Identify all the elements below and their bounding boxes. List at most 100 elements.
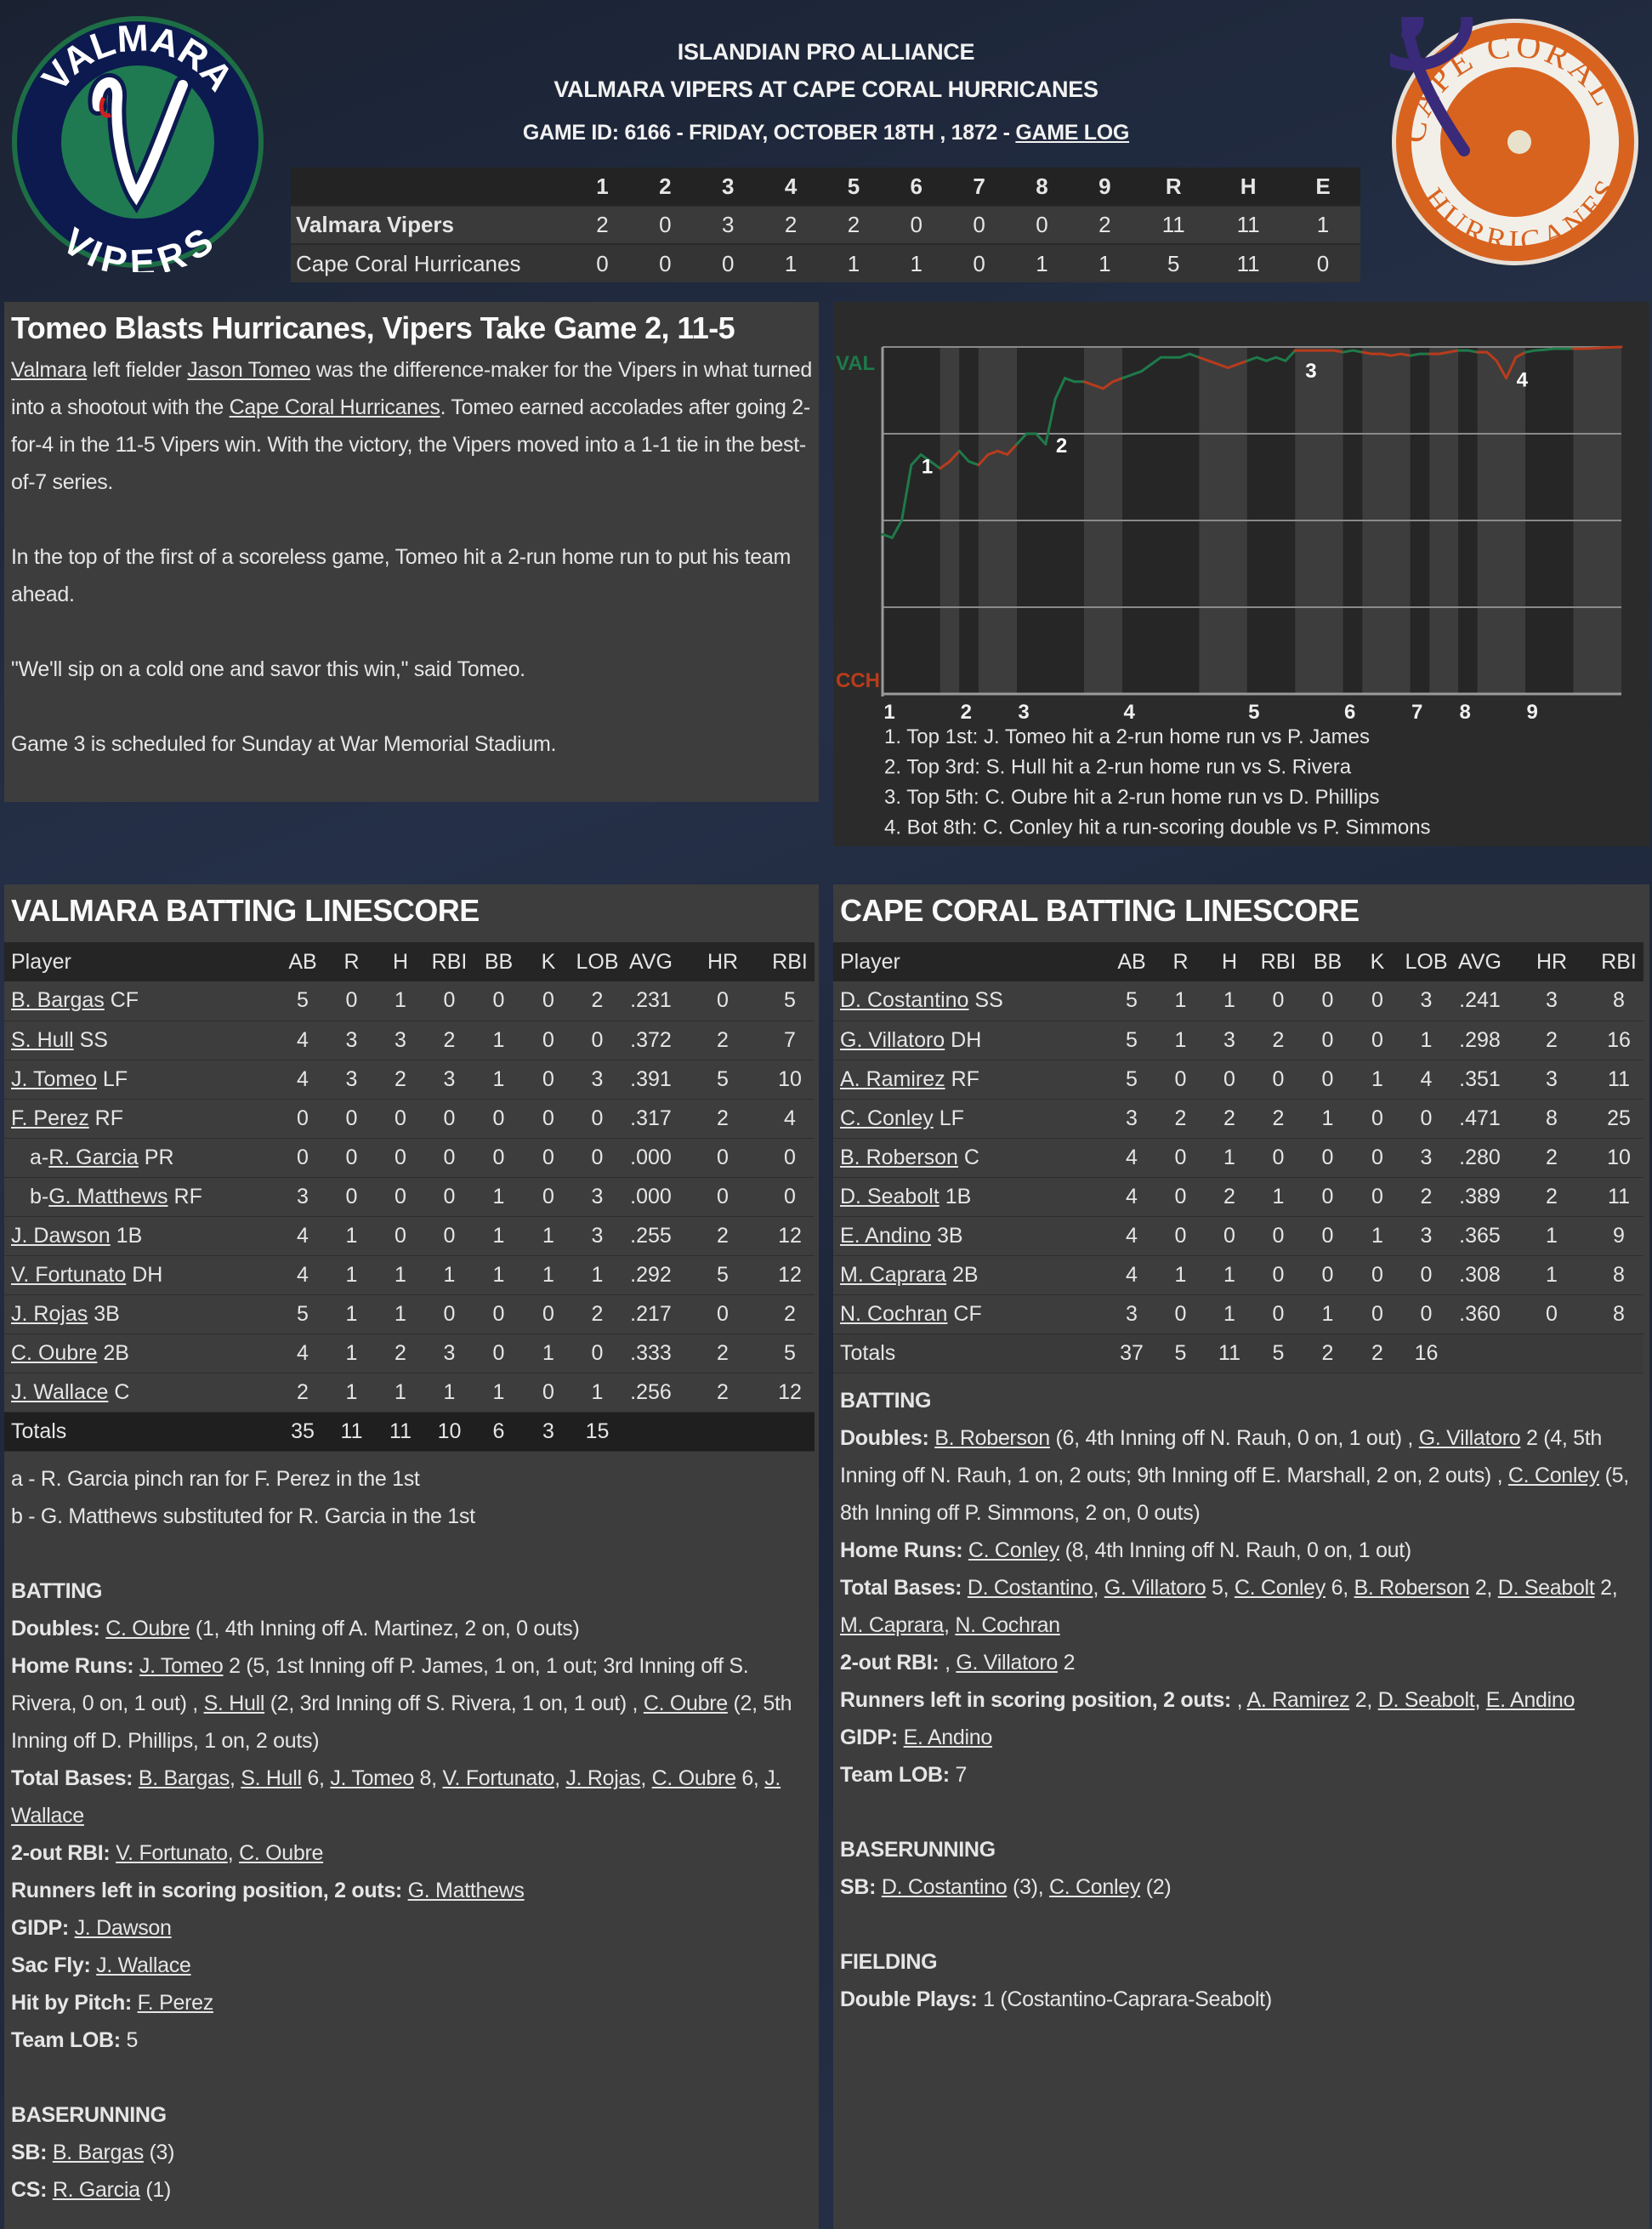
player-link[interactable]: C. Conley: [1234, 1575, 1326, 1600]
totals-cell: 35: [291, 1419, 315, 1443]
player-link[interactable]: S. Hull: [241, 1766, 302, 1790]
player-link[interactable]: D. Seabolt: [840, 1184, 940, 1208]
player-link[interactable]: G. Villatoro: [1104, 1575, 1206, 1600]
player-link[interactable]: D. Costantino: [840, 988, 969, 1013]
player-link[interactable]: D. Costantino: [881, 1874, 1008, 1899]
player-link[interactable]: D. Seabolt: [1377, 1687, 1475, 1712]
player-link[interactable]: E. Andino: [840, 1223, 932, 1248]
player-link[interactable]: G. Matthews: [407, 1878, 525, 1902]
column-header[interactable]: RBI: [431, 949, 468, 974]
player-link[interactable]: V. Fortunato: [442, 1766, 555, 1790]
player-link[interactable]: J. Tomeo: [139, 1653, 224, 1678]
player-link[interactable]: B. Roberson: [1354, 1575, 1470, 1600]
player-link[interactable]: J. Dawson: [74, 1915, 172, 1940]
column-header[interactable]: HR: [1536, 949, 1568, 974]
player-link[interactable]: B. Roberson: [840, 1145, 958, 1169]
player-link[interactable]: C. Oubre: [239, 1840, 324, 1865]
player-link[interactable]: J. Tomeo: [11, 1066, 97, 1091]
player-link[interactable]: A. Ramirez: [840, 1066, 945, 1091]
player-link[interactable]: J. Wallace: [11, 1766, 781, 1828]
stat-cell: 2: [717, 1340, 729, 1365]
player-row: D. Costantino SS 5 1 1 0 0 0 3 .241 3 8: [833, 981, 1643, 1021]
win-probability-segment: [1284, 349, 1297, 362]
player-link[interactable]: C. Conley: [1048, 1874, 1141, 1899]
column-header[interactable]: HR: [707, 949, 739, 974]
column-header[interactable]: RBI: [1601, 949, 1637, 974]
player-link[interactable]: S. Hull: [11, 1027, 74, 1052]
player-link[interactable]: B. Bargas: [138, 1766, 230, 1790]
win-probability-segment: [1274, 355, 1287, 362]
player-link[interactable]: G. Matthews: [48, 1184, 168, 1208]
stat-cell: 1: [395, 988, 406, 1013]
column-header[interactable]: RBI: [772, 949, 808, 974]
column-header[interactable]: LOB: [576, 949, 619, 974]
column-header[interactable]: Player: [11, 949, 71, 974]
column-header[interactable]: AVG: [1458, 949, 1502, 974]
player-link[interactable]: J. Wallace: [96, 1953, 191, 1977]
player-link[interactable]: G. Villatoro: [840, 1027, 945, 1052]
column-header[interactable]: BB: [484, 949, 514, 974]
player-link[interactable]: C. Conley: [840, 1106, 934, 1130]
column-header[interactable]: AB: [288, 949, 317, 974]
column-header[interactable]: R: [343, 949, 360, 974]
player-link[interactable]: V. Fortunato: [11, 1262, 127, 1287]
stat-cell: 0: [542, 1106, 554, 1130]
player-link[interactable]: A. Ramirez: [1246, 1687, 1350, 1712]
player-link[interactable]: B. Roberson: [934, 1425, 1050, 1450]
player-link[interactable]: C. Conley: [968, 1538, 1059, 1562]
player-link[interactable]: E. Andino: [903, 1725, 993, 1749]
player-link[interactable]: Cape Coral Hurricanes: [229, 395, 440, 419]
player-cell: J. Wallace C: [4, 1373, 278, 1412]
player-link[interactable]: N. Cochran: [955, 1612, 1060, 1637]
player-link[interactable]: Valmara: [11, 358, 88, 382]
player-link[interactable]: B. Bargas: [11, 988, 105, 1013]
column-header[interactable]: LOB: [1405, 949, 1448, 974]
player-link[interactable]: D. Seabolt: [1497, 1575, 1595, 1600]
player-link[interactable]: V. Fortunato: [116, 1840, 228, 1865]
player-link[interactable]: F. Perez: [11, 1106, 89, 1130]
column-header[interactable]: BB: [1313, 949, 1343, 974]
column-header[interactable]: AB: [1117, 949, 1146, 974]
column-header[interactable]: H: [392, 949, 409, 974]
stat-cell: .231: [630, 988, 672, 1013]
player-link[interactable]: J. Wallace: [11, 1379, 109, 1404]
player-link[interactable]: C. Oubre: [643, 1691, 728, 1715]
player-link[interactable]: C. Oubre: [105, 1616, 190, 1640]
column-header[interactable]: Player: [840, 949, 900, 974]
player-link[interactable]: R. Garcia: [48, 1145, 139, 1169]
player-link[interactable]: J. Tomeo: [330, 1766, 414, 1790]
stat-cell: 0: [395, 1106, 406, 1130]
player-link[interactable]: E. Andino: [1485, 1687, 1575, 1712]
game-log-link[interactable]: GAME LOG: [1015, 121, 1130, 145]
player-link[interactable]: F. Perez: [137, 1990, 214, 2015]
player-link[interactable]: Jason Tomeo: [187, 358, 311, 382]
player-link[interactable]: J. Rojas: [11, 1301, 88, 1326]
player-link[interactable]: J. Rojas: [565, 1766, 641, 1790]
stat-note-label: Total Bases:: [840, 1575, 962, 1600]
column-header[interactable]: AVG: [629, 949, 673, 974]
player-link[interactable]: D. Costantino: [967, 1575, 1093, 1600]
stat-note: Double Plays: 1 (Costantino-Caprara-Seab…: [840, 1981, 1643, 2018]
player-link[interactable]: M. Caprara: [840, 1612, 945, 1637]
player-link[interactable]: B. Bargas: [52, 2140, 144, 2164]
stat-cell: 0: [1174, 1184, 1187, 1208]
player-link[interactable]: C. Conley: [1507, 1463, 1599, 1487]
column-header[interactable]: K: [1370, 949, 1385, 974]
player-link[interactable]: G. Villatoro: [956, 1650, 1058, 1675]
column-header[interactable]: RBI: [1260, 949, 1297, 974]
valmara-vipers-logo[interactable]: VALMARA VIPERS: [9, 13, 268, 272]
player-link[interactable]: C. Oubre: [11, 1340, 98, 1365]
player-link[interactable]: N. Cochran: [840, 1301, 948, 1326]
player-link[interactable]: M. Caprara: [840, 1262, 947, 1287]
column-header[interactable]: K: [541, 949, 556, 974]
player-link[interactable]: S. Hull: [203, 1691, 265, 1715]
batting-header-row: Player AB R H RBI BB K LOB AVG HR RBI: [4, 942, 815, 981]
player-link[interactable]: G. Villatoro: [1418, 1425, 1521, 1450]
player-link[interactable]: J. Dawson: [11, 1223, 111, 1248]
player-link[interactable]: R. Garcia: [52, 2177, 140, 2202]
column-header[interactable]: R: [1172, 949, 1189, 974]
cape-coral-hurricanes-logo[interactable]: CAPE CORAL HURRICANES: [1390, 17, 1641, 268]
column-header[interactable]: H: [1221, 949, 1238, 974]
player-link[interactable]: C. Oubre: [651, 1766, 736, 1790]
stat-note: SB: B. Bargas (3): [11, 2134, 812, 2171]
